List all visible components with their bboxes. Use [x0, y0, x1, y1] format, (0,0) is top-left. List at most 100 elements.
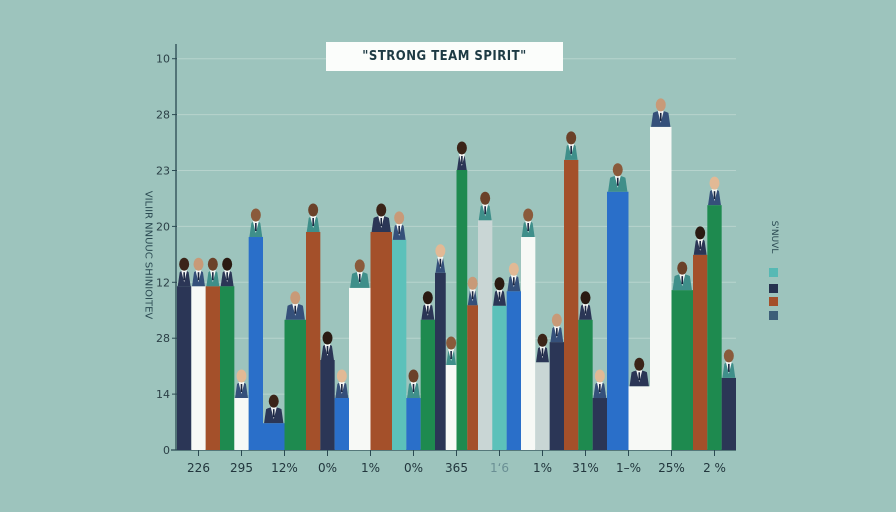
person-head-icon: [655, 98, 666, 112]
bar: [284, 319, 306, 450]
bar: [671, 290, 693, 450]
bar: [234, 398, 249, 450]
person-head-icon: [709, 176, 720, 190]
person-tie-icon: [681, 276, 684, 285]
person-head-icon: [551, 313, 562, 327]
bar: [506, 291, 521, 450]
person-head-icon: [268, 394, 279, 408]
person-head-icon: [566, 131, 577, 145]
person-tie-icon: [584, 305, 587, 314]
person-tie-icon: [599, 384, 601, 393]
person-tie-icon: [294, 305, 297, 314]
person-head-icon: [537, 333, 548, 347]
bar: [478, 220, 493, 450]
person-tie-icon: [450, 351, 452, 360]
bar: [220, 286, 235, 450]
bar: [592, 398, 607, 450]
bar: [334, 398, 349, 450]
person-head-icon: [408, 369, 419, 383]
person-head-icon: [236, 369, 247, 383]
bar: [492, 305, 507, 450]
bar: [435, 272, 446, 450]
person-head-icon: [422, 291, 433, 305]
person-head-icon: [612, 163, 623, 177]
person-tie-icon: [326, 346, 329, 355]
person-head-icon: [308, 203, 319, 217]
person-head-icon: [222, 257, 233, 271]
legend-swatch: [769, 284, 778, 293]
bar: [628, 386, 650, 450]
bar: [607, 191, 629, 450]
bar: [349, 287, 371, 450]
person-tie-icon: [412, 384, 415, 393]
y-axis-label: VILIIR NNUUC SHINIOITEV: [142, 190, 154, 320]
x-tick-label: 1–%: [616, 461, 641, 475]
person-tie-icon: [272, 409, 275, 418]
person-head-icon: [354, 259, 365, 273]
person-tie-icon: [380, 217, 383, 226]
person-head-icon: [494, 277, 505, 291]
x-tick-label: 31%: [572, 461, 599, 475]
person-tie-icon: [713, 191, 716, 200]
person-head-icon: [634, 357, 645, 371]
y-tick-label: 0: [163, 444, 170, 457]
person-tie-icon: [498, 291, 501, 300]
x-tick-label: 1‘6: [490, 461, 509, 475]
bar: [467, 305, 478, 450]
person-head-icon: [322, 331, 333, 345]
person-head-icon: [594, 369, 605, 383]
bar: [248, 237, 263, 450]
bar: [392, 239, 407, 450]
chart-title: "STRONG TEAM SPIRIT": [326, 42, 563, 71]
bar: [406, 398, 421, 450]
person-head-icon: [446, 336, 457, 350]
y-tick-label: 28: [156, 109, 170, 122]
bar: [650, 126, 672, 450]
bar: [445, 365, 457, 450]
person-tie-icon: [226, 272, 228, 281]
bar: [205, 286, 220, 450]
x-tick-label: 0%: [404, 461, 423, 475]
person-head-icon: [580, 291, 591, 305]
person-head-icon: [179, 257, 190, 271]
legend-swatch: [769, 297, 778, 306]
x-tick-label: 365: [445, 461, 468, 475]
person-tie-icon: [513, 277, 515, 286]
person-tie-icon: [638, 372, 641, 381]
person-head-icon: [467, 276, 478, 290]
x-tick-label: 25%: [658, 461, 685, 475]
person-tie-icon: [527, 223, 529, 232]
person-tie-icon: [398, 225, 400, 234]
person-tie-icon: [312, 217, 314, 226]
person-head-icon: [456, 141, 467, 155]
person-head-icon: [677, 261, 688, 275]
person-tie-icon: [659, 112, 662, 121]
bar: [707, 205, 722, 450]
y-tick-label: 10: [156, 53, 170, 66]
y-tick-label: 23: [156, 165, 170, 178]
y-tick-label: 14: [156, 388, 170, 401]
person-tie-icon: [439, 258, 442, 267]
person-tie-icon: [212, 272, 214, 281]
bar: [263, 423, 285, 450]
person-tie-icon: [240, 384, 243, 393]
x-tick-label: 295: [230, 461, 253, 475]
bar: [535, 362, 550, 450]
person-tie-icon: [461, 155, 463, 164]
person-head-icon: [193, 257, 204, 271]
x-tick-label: 12%: [271, 461, 298, 475]
person-head-icon: [290, 291, 301, 305]
bar: [564, 159, 579, 450]
x-tick-label: 1%: [361, 461, 380, 475]
person-tie-icon: [197, 272, 200, 281]
bar: [177, 286, 192, 450]
bar: [306, 231, 321, 450]
bar: [191, 286, 206, 450]
person-head-icon: [336, 369, 347, 383]
person-head-icon: [435, 244, 446, 258]
person-tie-icon: [556, 328, 558, 337]
legend-title: S'NUVL: [769, 220, 779, 254]
bar: [549, 342, 564, 450]
person-tie-icon: [341, 384, 343, 393]
